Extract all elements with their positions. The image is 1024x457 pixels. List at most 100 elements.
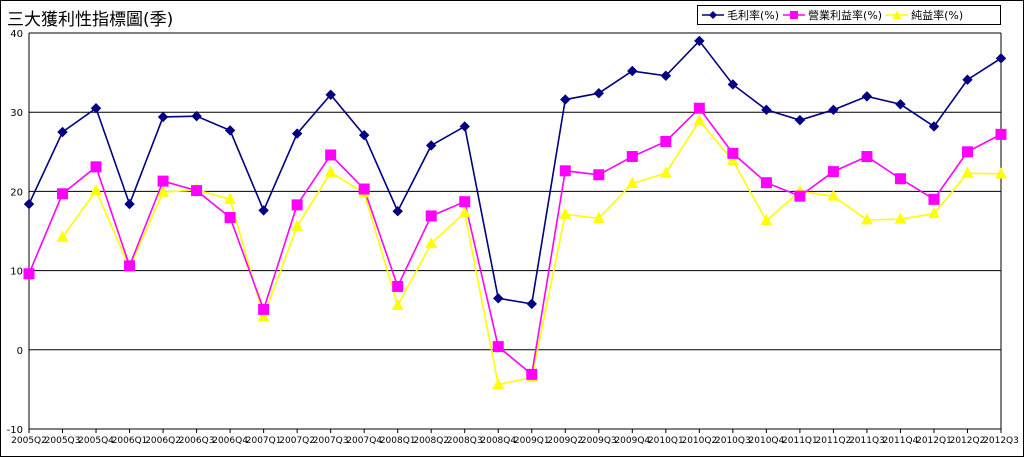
data-point: [961, 146, 973, 158]
y-tick-label: 20: [10, 187, 23, 198]
data-point: [559, 165, 571, 177]
x-tick-label: 2011Q4: [883, 436, 919, 446]
y-tick-label: 10: [10, 267, 23, 278]
data-point: [928, 207, 940, 219]
data-point: [57, 126, 68, 138]
data-point: [794, 190, 806, 202]
x-tick-label: 2010Q2: [681, 436, 717, 446]
data-point: [392, 280, 404, 292]
x-tick-label: 2005Q3: [45, 436, 81, 446]
legend-swatch: [783, 11, 806, 19]
legend-swatch: [702, 11, 724, 19]
data-point: [727, 79, 739, 90]
data-point: [761, 104, 772, 116]
data-point: [425, 140, 437, 151]
data-point: [493, 293, 504, 304]
data-point: [861, 151, 873, 163]
chart-title: 三大獲利性指標圖(季): [7, 10, 174, 30]
data-point: [995, 128, 1007, 140]
x-tick-label: 2007Q1: [246, 436, 282, 446]
data-point: [828, 104, 839, 116]
data-point: [325, 149, 337, 161]
y-tick-label: 40: [10, 29, 23, 40]
data-point: [894, 173, 906, 185]
legend-label: 營業利益率(%): [808, 9, 883, 22]
data-point: [425, 210, 437, 222]
chart-legend: 毛利率(%) 營業利益率(%) 純益率(%): [697, 5, 1001, 25]
x-tick-label: 2009Q4: [614, 436, 650, 446]
data-point: [358, 129, 370, 141]
data-point: [559, 207, 572, 219]
data-point: [492, 341, 504, 353]
data-point: [124, 198, 135, 210]
data-point: [392, 205, 403, 217]
x-tick-label: 2010Q4: [749, 436, 785, 446]
data-point: [861, 91, 873, 102]
data-point: [291, 219, 303, 231]
x-tick-label: 2010Q3: [715, 436, 751, 446]
y-tick-label: 0: [17, 346, 23, 357]
data-point: [693, 114, 706, 126]
data-point: [224, 212, 236, 224]
x-tick-label: 2007Q4: [346, 436, 382, 446]
x-tick-label: 2012Q2: [950, 436, 986, 446]
legend-item: 營業利益率(%): [783, 7, 882, 23]
data-point: [459, 121, 470, 132]
series-line: [61, 119, 1002, 386]
data-point: [458, 206, 471, 218]
data-point: [224, 192, 236, 204]
data-point: [23, 198, 35, 210]
data-point: [90, 184, 102, 196]
data-point: [124, 260, 136, 272]
data-point: [928, 121, 940, 132]
data-point: [727, 147, 739, 159]
legend-label: 純益率(%): [911, 9, 964, 22]
data-point: [760, 177, 772, 189]
data-point: [291, 128, 303, 139]
data-point: [627, 65, 638, 77]
x-tick-label: 2012Q3: [983, 436, 1019, 446]
legend-swatch: [886, 10, 909, 19]
data-point: [660, 136, 672, 148]
data-point: [659, 166, 672, 178]
data-point: [425, 237, 438, 249]
data-point: [995, 167, 1007, 179]
x-tick-label: 2005Q2: [11, 436, 47, 446]
data-point: [258, 205, 269, 216]
data-point: [827, 166, 839, 178]
data-point: [191, 185, 203, 197]
data-point: [90, 161, 102, 173]
x-tick-label: 2010Q1: [648, 436, 684, 446]
data-point: [224, 125, 236, 136]
data-point: [191, 110, 202, 122]
x-tick-label: 2008Q3: [447, 436, 483, 446]
data-point: [593, 169, 605, 181]
data-point: [492, 378, 505, 390]
y-tick-label: 30: [10, 108, 23, 119]
data-point: [157, 185, 169, 197]
x-tick-label: 2006Q2: [145, 436, 181, 446]
series-line: [28, 107, 1002, 376]
data-point: [157, 175, 169, 187]
x-tick-label: 2007Q3: [313, 436, 349, 446]
data-point: [626, 176, 639, 188]
data-point: [895, 99, 906, 110]
x-tick-label: 2008Q4: [480, 436, 516, 446]
x-tick-label: 2011Q3: [849, 436, 885, 446]
data-point: [693, 102, 705, 114]
x-tick-label: 2009Q3: [581, 436, 617, 446]
data-point: [894, 212, 907, 224]
legend-item: 純益率(%): [886, 7, 963, 23]
data-point: [526, 368, 538, 380]
data-point: [23, 268, 35, 280]
x-tick-label: 2011Q1: [782, 436, 818, 446]
data-point: [291, 199, 303, 211]
data-point: [459, 196, 471, 208]
data-point: [325, 89, 336, 100]
data-point: [90, 103, 102, 114]
data-point: [324, 165, 337, 177]
data-point: [57, 188, 69, 200]
x-tick-label: 2012Q1: [916, 436, 952, 446]
